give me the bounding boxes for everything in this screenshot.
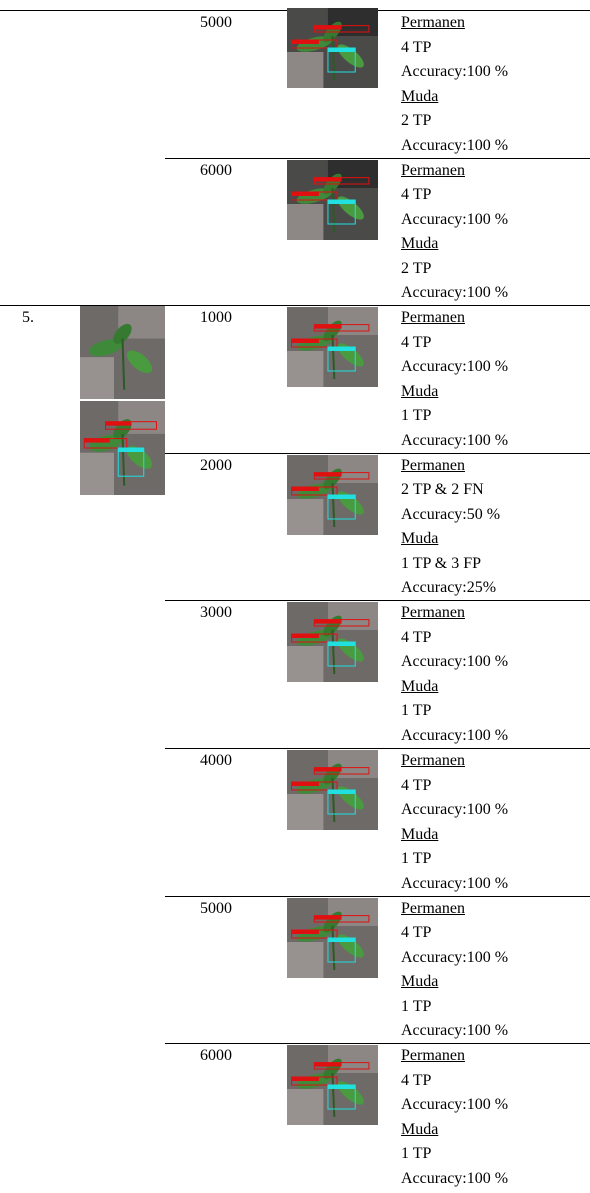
result-line: Accuracy:100 % <box>401 60 508 85</box>
result-line: 4 TP <box>401 774 431 799</box>
class-name: Permanen <box>401 601 465 626</box>
class-name: Permanen <box>401 749 465 774</box>
iteration: 3000 <box>200 601 232 626</box>
result-line: Accuracy:100 % <box>401 355 508 380</box>
result-line: Accuracy:100 % <box>401 1167 508 1192</box>
result-line: 4 TP <box>401 183 431 208</box>
class-name: Permanen <box>401 159 465 184</box>
result-line: Accuracy:100 % <box>401 872 508 897</box>
result-line: Accuracy:100 % <box>401 134 508 159</box>
iteration: 6000 <box>200 1044 232 1069</box>
photo <box>287 602 378 682</box>
class-name: Muda <box>401 232 438 257</box>
class-name: Permanen <box>401 1044 465 1069</box>
photo <box>287 455 378 535</box>
class-name: Permanen <box>401 454 465 479</box>
class-name: Muda <box>401 85 438 110</box>
class-name: Permanen <box>401 11 465 36</box>
result-line: 1 TP <box>401 699 431 724</box>
iteration: 4000 <box>200 749 232 774</box>
result-line: 2 TP & 2 FN <box>401 478 484 503</box>
result-line: Accuracy:100 % <box>401 1093 508 1118</box>
iteration: 6000 <box>200 159 232 184</box>
result-line: Accuracy:100 % <box>401 429 508 454</box>
iteration: 2000 <box>200 454 232 479</box>
result-line: Accuracy:50 % <box>401 503 500 528</box>
class-name: Permanen <box>401 306 465 331</box>
photo <box>287 8 378 88</box>
class-name: Muda <box>401 1118 438 1143</box>
result-line: Accuracy:100 % <box>401 946 508 971</box>
result-line: Accuracy:100 % <box>401 798 508 823</box>
iteration: 5000 <box>200 11 232 36</box>
photo <box>287 307 378 387</box>
iteration: 5000 <box>200 897 232 922</box>
result-line: 1 TP <box>401 847 431 872</box>
result-line: 4 TP <box>401 1069 431 1094</box>
page: {"table": {"groups": [ {"rows": [ {"iter… <box>0 0 590 1193</box>
photo <box>287 1045 378 1125</box>
class-name: Muda <box>401 823 438 848</box>
photo <box>287 898 378 978</box>
class-name: Muda <box>401 380 438 405</box>
result-line: 1 TP & 3 FP <box>401 552 481 577</box>
result-line: 2 TP <box>401 257 431 282</box>
result-line: 1 TP <box>401 1142 431 1167</box>
result-line: 1 TP <box>401 995 431 1020</box>
class-name: Muda <box>401 675 438 700</box>
photo <box>287 750 378 830</box>
result-line: 1 TP <box>401 404 431 429</box>
photo <box>80 306 165 399</box>
result-line: 4 TP <box>401 626 431 651</box>
result-line: Accuracy:100 % <box>401 650 508 675</box>
result-line: Accuracy:25% <box>401 576 496 601</box>
class-name: Muda <box>401 527 438 552</box>
row-number: 5. <box>22 306 34 331</box>
photo <box>80 401 165 495</box>
iteration: 1000 <box>200 306 232 331</box>
result-line: Accuracy:100 % <box>401 281 508 306</box>
result-line: 4 TP <box>401 331 431 356</box>
result-line: 4 TP <box>401 921 431 946</box>
result-line: 4 TP <box>401 36 431 61</box>
result-line: Accuracy:100 % <box>401 724 508 749</box>
result-line: Accuracy:100 % <box>401 208 508 233</box>
class-name: Muda <box>401 970 438 995</box>
photo <box>287 160 378 240</box>
result-line: 2 TP <box>401 109 431 134</box>
result-line: Accuracy:100 % <box>401 1019 508 1044</box>
class-name: Permanen <box>401 897 465 922</box>
